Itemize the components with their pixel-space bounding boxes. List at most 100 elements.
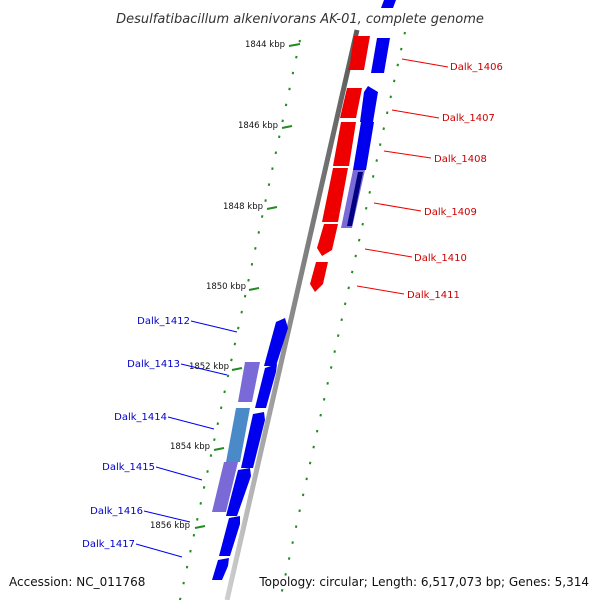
gene-arrow-dalk-1407-b[interactable] xyxy=(360,86,378,122)
guide-dot xyxy=(368,190,371,194)
leader-line xyxy=(401,58,449,68)
kbp-tick-mark xyxy=(231,367,243,371)
guide-dot xyxy=(343,302,347,306)
gene-label-dalk-1415[interactable]: Dalk_1415 xyxy=(102,462,155,473)
gene-arrow-dalk-1412[interactable] xyxy=(264,318,288,366)
guide-dot xyxy=(199,501,202,505)
gene-arrow-dalk-1407[interactable] xyxy=(340,88,362,118)
gene-arrow-dalk-1413-a[interactable] xyxy=(238,362,260,402)
leader-line xyxy=(383,150,432,159)
guide-dot xyxy=(329,366,333,369)
guide-dot xyxy=(396,63,399,67)
kbp-tick-mark xyxy=(266,206,278,210)
guide-dot xyxy=(254,246,257,250)
gene-label-dalk-1410[interactable]: Dalk_1410 xyxy=(414,253,467,264)
kbp-scale: 1844 kbp 1846 kbp 1848 kbp 1850 kbp 1852… xyxy=(150,40,301,531)
guide-dot xyxy=(305,477,308,481)
kbp-tick-label: 1848 kbp xyxy=(223,202,263,212)
gene-arrow-dalk-1414-a[interactable] xyxy=(226,408,250,462)
kbp-tick-label: 1844 kbp xyxy=(245,40,285,50)
gene-label-dalk-1407[interactable]: Dalk_1407 xyxy=(442,113,495,124)
guide-dot xyxy=(308,461,312,465)
gene-arrow-dalk-1413-b[interactable] xyxy=(255,364,277,408)
guide-dot xyxy=(301,493,305,497)
guide-dot xyxy=(182,581,185,585)
leader-line xyxy=(391,109,440,119)
gene-arrow-top-partial[interactable] xyxy=(381,0,396,8)
left-gene-labels: Dalk_1412 Dalk_1413 Dalk_1414 Dalk_1415 … xyxy=(82,316,238,558)
guide-dot xyxy=(287,557,291,560)
gene-arrow-dalk-1406-b[interactable] xyxy=(371,38,390,73)
gene-arrow-dalk-1409[interactable] xyxy=(322,168,348,222)
guide-dot xyxy=(350,270,354,274)
leader-line xyxy=(190,320,238,333)
guide-dot xyxy=(267,183,271,186)
topology-text: Topology: circular; Length: 6,517,073 bp… xyxy=(258,575,589,589)
guide-dot xyxy=(291,71,295,75)
guide-dot xyxy=(389,95,392,99)
leader-line xyxy=(143,510,191,523)
guide-dot xyxy=(278,135,281,139)
gene-label-dalk-1411[interactable]: Dalk_1411 xyxy=(407,290,460,301)
leader-line xyxy=(155,466,203,481)
kbp-tick-mark xyxy=(213,447,225,451)
guide-dot xyxy=(192,533,196,537)
kbp-tick-mark xyxy=(281,125,293,129)
guide-dot xyxy=(340,318,343,322)
guide-dot xyxy=(271,167,274,171)
guide-dot xyxy=(209,454,213,457)
guide-dot xyxy=(213,438,216,442)
gene-arrow-dalk-1415-b[interactable] xyxy=(226,468,251,516)
gene-arrow-dalk-1415-a[interactable] xyxy=(212,462,238,512)
gene-label-dalk-1416[interactable]: Dalk_1416 xyxy=(90,506,143,517)
guide-dot xyxy=(219,406,223,410)
guide-dot xyxy=(319,413,322,417)
guide-dot xyxy=(298,39,301,43)
leader-line xyxy=(180,363,228,376)
guide-dot xyxy=(326,382,329,385)
gene-label-dalk-1412[interactable]: Dalk_1412 xyxy=(137,316,190,327)
gene-arrow-dalk-1414-b[interactable] xyxy=(241,412,265,468)
gene-arrow-dalk-1410[interactable] xyxy=(317,224,338,256)
leader-line xyxy=(364,248,413,258)
guide-dot xyxy=(315,429,319,433)
kbp-tick-label: 1850 kbp xyxy=(206,282,246,292)
gene-arrow-dalk-1416[interactable] xyxy=(219,516,240,556)
gene-arrow-dalk-1408-b[interactable] xyxy=(353,122,374,170)
leader-line xyxy=(356,285,405,295)
guide-dot xyxy=(400,47,403,51)
gene-arrow-dalk-1408[interactable] xyxy=(333,122,356,166)
gene-arrow-dalk-1411[interactable] xyxy=(310,262,328,292)
guide-dot xyxy=(403,31,406,35)
guide-dot xyxy=(288,87,291,91)
gene-label-dalk-1413[interactable]: Dalk_1413 xyxy=(127,359,180,370)
gene-label-dalk-1408[interactable]: Dalk_1408 xyxy=(434,154,487,165)
guide-dot xyxy=(243,294,247,298)
gene-arrow-dalk-1406[interactable] xyxy=(348,36,370,70)
right-gene-labels: Dalk_1406 Dalk_1407 Dalk_1408 Dalk_1409 … xyxy=(356,58,503,301)
guide-dot xyxy=(371,175,375,178)
gene-label-dalk-1417[interactable]: Dalk_1417 xyxy=(82,539,135,550)
gene-label-dalk-1409[interactable]: Dalk_1409 xyxy=(424,207,477,218)
gene-arrow-dalk-1417[interactable] xyxy=(212,558,229,580)
guide-dot xyxy=(312,445,315,449)
gene-label-dalk-1414[interactable]: Dalk_1414 xyxy=(114,412,167,423)
guide-dot xyxy=(291,541,294,544)
guide-dot xyxy=(233,342,237,346)
kbp-tick-label: 1852 kbp xyxy=(189,362,229,372)
guide-dot xyxy=(223,390,226,394)
guide-dot xyxy=(216,422,220,426)
guide-dot xyxy=(260,215,264,218)
gene-arrow-dalk-1409-c[interactable] xyxy=(347,172,363,226)
kbp-tick-mark xyxy=(248,287,260,291)
guide-dot xyxy=(226,374,230,378)
tick-guides xyxy=(178,31,406,600)
gene-label-dalk-1406[interactable]: Dalk_1406 xyxy=(450,62,503,73)
leader-line xyxy=(167,416,215,430)
guide-dot xyxy=(382,127,385,131)
guide-dot xyxy=(347,286,350,290)
kbp-tick-label: 1856 kbp xyxy=(150,521,190,531)
guide-dot xyxy=(230,358,233,362)
guide-dot xyxy=(284,103,288,107)
guide-dot xyxy=(298,509,301,513)
